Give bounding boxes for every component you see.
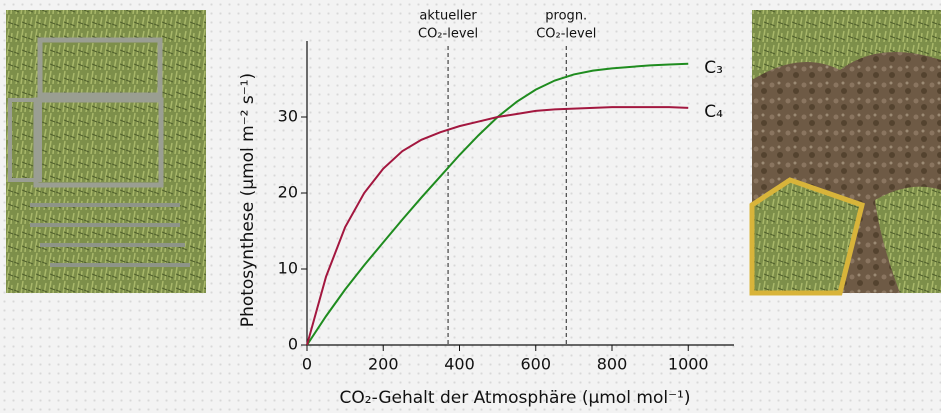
annotation-label: CO₂-level <box>536 27 596 42</box>
annotation-label: aktueller <box>419 9 477 24</box>
x-tick-label: 600 <box>520 355 551 374</box>
x-tick-label: 1000 <box>668 355 709 374</box>
photo-right <box>749 10 941 296</box>
photo-left <box>6 10 206 293</box>
x-axis-label: CO₂-Gehalt der Atmosphäre (µmol mol⁻¹) <box>340 388 691 408</box>
series-label: C₃ <box>704 58 723 78</box>
y-axis-label: Photosynthese (µmol m⁻² s⁻¹) <box>238 73 258 327</box>
y-tick-label: 0 <box>288 335 298 354</box>
annotation-label: CO₂-level <box>418 27 478 42</box>
y-tick-label: 10 <box>278 259 298 278</box>
x-tick-label: 200 <box>368 355 399 374</box>
x-tick-label: 400 <box>444 355 475 374</box>
x-tick-label: 0 <box>302 355 312 374</box>
series-label: C₄ <box>704 102 723 122</box>
line <box>306 106 689 346</box>
x-tick-label: 800 <box>597 355 628 374</box>
y-tick-label: 30 <box>278 107 298 126</box>
y-tick-label: 20 <box>278 183 298 202</box>
annotation-label: progn. <box>545 9 587 24</box>
line <box>306 62 689 346</box>
